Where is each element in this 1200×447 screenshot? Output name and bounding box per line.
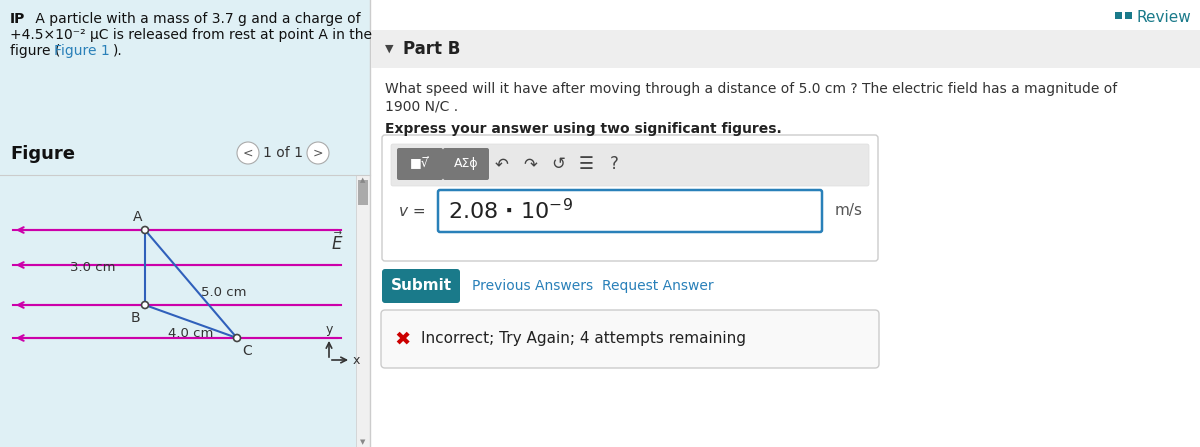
Text: ↺: ↺ [551, 155, 565, 173]
Bar [356, 175, 370, 447]
Text: Figure: Figure [10, 145, 74, 163]
Circle shape [142, 301, 149, 308]
Text: figure (: figure ( [10, 44, 60, 58]
FancyBboxPatch shape [382, 269, 460, 303]
Bar [358, 180, 368, 205]
FancyBboxPatch shape [382, 310, 878, 368]
Text: Review: Review [1138, 10, 1192, 25]
Text: What speed will it have after moving through a distance of 5.0 cm ? The electric: What speed will it have after moving thr… [385, 82, 1117, 96]
Text: ).: ). [113, 44, 122, 58]
Text: v =: v = [398, 203, 426, 219]
Circle shape [234, 334, 240, 342]
Text: ↶: ↶ [496, 155, 509, 173]
Text: Submit: Submit [390, 278, 451, 294]
Text: IP: IP [10, 12, 25, 26]
Text: ▼: ▼ [360, 439, 366, 445]
Text: ▼: ▼ [385, 44, 394, 54]
Text: Express your answer using two significant figures.: Express your answer using two significan… [385, 122, 781, 136]
Text: m/s: m/s [835, 203, 863, 219]
Text: A: A [132, 210, 142, 224]
Text: ☰: ☰ [578, 155, 594, 173]
Text: Request Answer: Request Answer [602, 279, 714, 293]
Text: 1 of 1: 1 of 1 [263, 146, 302, 160]
Text: Part B: Part B [403, 40, 461, 58]
Text: Previous Answers: Previous Answers [472, 279, 593, 293]
FancyBboxPatch shape [397, 148, 443, 180]
Bar [371, 30, 1200, 68]
FancyBboxPatch shape [443, 148, 490, 180]
Text: ?: ? [610, 155, 618, 173]
Text: $\vec{E}$: $\vec{E}$ [330, 232, 343, 254]
Bar [1126, 12, 1132, 19]
FancyBboxPatch shape [382, 135, 878, 261]
Text: ▲: ▲ [360, 177, 366, 183]
Text: A particle with a mass of 3.7 g and a charge of: A particle with a mass of 3.7 g and a ch… [31, 12, 361, 26]
Bar [0, 0, 370, 447]
Text: AΣϕ: AΣϕ [454, 157, 479, 170]
Text: 1900 N/C .: 1900 N/C . [385, 99, 458, 113]
Text: y: y [325, 323, 332, 336]
Text: ✖: ✖ [395, 329, 412, 349]
Text: ■√̅: ■√̅ [410, 157, 430, 170]
FancyBboxPatch shape [391, 144, 869, 186]
Text: $2.08\ \mathbf{\cdot}\ 10^{-9}$: $2.08\ \mathbf{\cdot}\ 10^{-9}$ [448, 198, 572, 224]
Text: C: C [242, 344, 252, 358]
Circle shape [307, 142, 329, 164]
Text: +4.5×10⁻² μC is released from rest at point A in the: +4.5×10⁻² μC is released from rest at po… [10, 28, 372, 42]
Text: Figure 1: Figure 1 [54, 44, 109, 58]
Circle shape [142, 227, 149, 233]
FancyBboxPatch shape [438, 190, 822, 232]
Text: 5.0 cm: 5.0 cm [202, 286, 246, 299]
Text: >: > [313, 147, 323, 160]
Bar [1115, 12, 1122, 19]
Circle shape [238, 142, 259, 164]
Text: x: x [353, 354, 360, 367]
Text: ↷: ↷ [523, 155, 536, 173]
Text: 4.0 cm: 4.0 cm [168, 327, 214, 340]
Text: Incorrect; Try Again; 4 attempts remaining: Incorrect; Try Again; 4 attempts remaini… [421, 332, 746, 346]
Text: <: < [242, 147, 253, 160]
Text: 3.0 cm: 3.0 cm [70, 261, 115, 274]
Text: B: B [131, 311, 140, 325]
